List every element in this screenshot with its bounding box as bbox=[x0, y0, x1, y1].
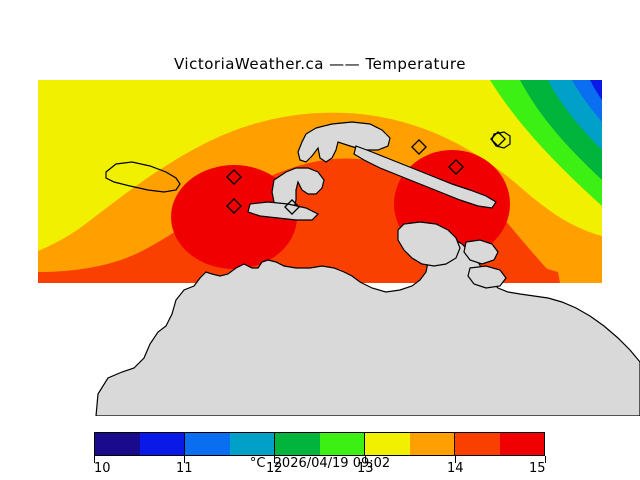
contour-band-11.0 bbox=[572, 80, 602, 122]
colorbar-tick bbox=[455, 456, 456, 463]
station-markers[interactable] bbox=[226, 131, 506, 215]
colorbar-tick-label: 12 bbox=[266, 461, 283, 476]
colorbar-caption: °C 2026/04/19 09:02 bbox=[249, 456, 391, 471]
land-south-central-island bbox=[247, 201, 320, 221]
colorbar-band-12.5 bbox=[319, 433, 364, 455]
colorbar-band-14.5 bbox=[499, 433, 544, 455]
colorbar-band-10.5 bbox=[139, 433, 184, 455]
station-marker[interactable] bbox=[490, 131, 506, 147]
colorbar-tick bbox=[545, 456, 546, 463]
map-canvas[interactable] bbox=[0, 76, 640, 416]
colorbar: 10 11 12 13 14 15 bbox=[0, 425, 640, 480]
station-marker[interactable] bbox=[226, 169, 242, 185]
land-island-small-1 bbox=[463, 239, 499, 265]
colorbar-tick-label: 10 bbox=[94, 461, 111, 476]
land-island-small-2 bbox=[467, 265, 507, 289]
land-peninsula-finger bbox=[297, 121, 391, 163]
colorbar-band-14 bbox=[454, 433, 500, 455]
station-marker[interactable] bbox=[448, 159, 464, 175]
colorbar-tick bbox=[184, 456, 185, 463]
colorbar-tick bbox=[365, 456, 366, 463]
land-spit-east bbox=[353, 145, 497, 209]
station-marker[interactable] bbox=[284, 199, 300, 215]
colorbar-band-11.5 bbox=[229, 433, 274, 455]
station-marker[interactable] bbox=[226, 198, 242, 214]
colorbar-tick-labels: 10 11 12 13 14 15 bbox=[0, 461, 640, 477]
colorbar-band-13.5 bbox=[409, 433, 454, 455]
colorbar-tick-label: 13 bbox=[357, 461, 374, 476]
colorbar-tick bbox=[274, 456, 275, 463]
colorbar-strip bbox=[94, 432, 545, 456]
station-marker[interactable] bbox=[411, 139, 427, 155]
land-victoria-area bbox=[397, 221, 461, 267]
colorbar-band-10 bbox=[95, 433, 140, 455]
colorbar-ticks bbox=[0, 456, 640, 464]
temperature-contour-map[interactable] bbox=[0, 76, 640, 416]
contour-band-10.5 bbox=[590, 80, 602, 100]
contour-band-14.5-west bbox=[171, 165, 297, 269]
colorbar-band-11 bbox=[184, 433, 230, 455]
colorbar-band-13 bbox=[364, 433, 410, 455]
colorbar-tick-label: 14 bbox=[447, 461, 464, 476]
page-title: VictoriaWeather.ca —— Temperature bbox=[174, 55, 466, 73]
land-layer bbox=[95, 121, 640, 416]
colorbar-tick bbox=[94, 456, 95, 463]
land-southern-peninsula bbox=[95, 229, 640, 416]
colorbar-tick-label: 15 bbox=[529, 461, 546, 476]
colorbar-band-12 bbox=[274, 433, 320, 455]
colorbar-tick-label: 11 bbox=[176, 461, 193, 476]
land-spit-west-outline bbox=[105, 161, 181, 193]
